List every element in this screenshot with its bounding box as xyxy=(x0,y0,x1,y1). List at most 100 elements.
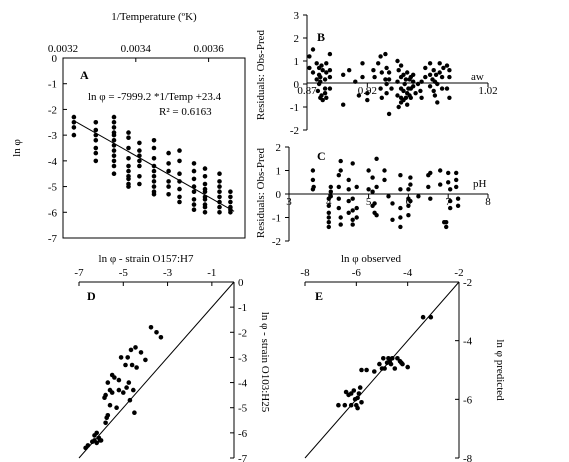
data-point xyxy=(419,95,424,101)
data-point xyxy=(390,201,395,206)
data-point xyxy=(454,177,459,183)
data-point xyxy=(217,194,222,200)
data-point xyxy=(338,215,343,220)
data-point xyxy=(454,184,459,190)
data-point xyxy=(137,153,142,158)
data-point xyxy=(402,81,407,87)
data-point xyxy=(126,156,131,161)
data-point xyxy=(151,192,157,197)
data-point xyxy=(428,196,433,201)
data-point xyxy=(448,187,453,192)
data-point xyxy=(381,356,386,361)
data-point xyxy=(93,138,99,143)
data-point xyxy=(177,179,182,184)
data-point xyxy=(336,173,341,178)
x-tick-label: 0.0036 xyxy=(193,43,224,55)
data-point xyxy=(217,210,222,215)
y-tick-label: 1 xyxy=(276,166,282,178)
panel-e-xlabel: ln φ observed xyxy=(341,253,402,265)
data-point xyxy=(348,402,354,408)
data-point xyxy=(370,175,375,180)
data-point xyxy=(384,91,389,96)
data-point xyxy=(428,314,434,320)
x-tick-label: 0.0032 xyxy=(48,43,78,55)
data-point xyxy=(416,194,421,199)
data-point xyxy=(350,208,355,213)
data-point xyxy=(357,385,363,390)
panel-b-ticks: 3 2 1 0 -1 -2 0.87 0.92 1.02 xyxy=(290,10,498,137)
data-point xyxy=(413,91,418,96)
x-tick-label: 3 xyxy=(286,196,292,208)
data-point xyxy=(342,402,348,408)
data-point xyxy=(374,184,379,190)
y-tick-label: -6 xyxy=(463,394,473,406)
data-point xyxy=(93,150,99,156)
data-point xyxy=(420,314,426,320)
data-point xyxy=(382,366,387,371)
x-tick-label: -2 xyxy=(454,267,463,279)
data-point xyxy=(392,366,398,371)
data-point xyxy=(105,380,111,385)
data-point xyxy=(93,132,99,138)
data-point xyxy=(353,79,358,84)
data-point xyxy=(314,61,319,66)
data-point xyxy=(338,158,343,164)
data-point xyxy=(395,58,400,64)
data-point xyxy=(177,158,182,164)
data-point xyxy=(129,362,135,368)
data-point xyxy=(324,70,329,75)
data-point xyxy=(111,125,117,130)
panel-b-letter: B xyxy=(317,30,325,44)
panel-c: C pH Residuals: Obs-Pred 210-1-2345678 xyxy=(255,142,491,248)
data-point xyxy=(166,161,171,166)
data-point xyxy=(322,77,328,82)
data-point xyxy=(151,179,157,184)
data-point xyxy=(338,222,343,227)
data-point xyxy=(378,54,383,59)
panel-c-ticks: 210-1-2345678 xyxy=(272,142,491,248)
data-point xyxy=(454,170,459,176)
data-point xyxy=(403,77,409,82)
data-point xyxy=(448,205,453,211)
y-tick-label: -3 xyxy=(238,352,248,364)
data-point xyxy=(406,187,411,192)
panel-d-letter: D xyxy=(87,289,96,303)
data-point xyxy=(314,77,319,82)
data-point xyxy=(94,430,99,436)
data-point xyxy=(217,184,222,189)
data-point xyxy=(350,222,355,227)
panel-d-identity-line xyxy=(78,281,235,459)
data-point xyxy=(151,145,157,151)
data-point xyxy=(228,210,233,215)
data-point xyxy=(71,125,77,130)
data-point xyxy=(103,392,108,398)
panel-e-points xyxy=(336,314,434,411)
y-tick-label: -7 xyxy=(238,453,248,462)
data-point xyxy=(398,173,403,178)
data-point xyxy=(327,51,333,57)
data-point xyxy=(356,93,362,98)
data-point xyxy=(111,132,117,138)
y-tick-label: 0 xyxy=(294,79,300,91)
data-point xyxy=(388,361,394,367)
data-point xyxy=(166,168,171,174)
data-point xyxy=(439,86,445,91)
data-point xyxy=(408,198,413,204)
data-point xyxy=(126,135,131,140)
data-point xyxy=(126,168,131,174)
y-tick-label: -5 xyxy=(48,182,58,194)
data-point xyxy=(217,179,222,184)
data-point xyxy=(326,203,331,208)
data-point xyxy=(177,194,182,200)
data-point xyxy=(403,95,409,101)
data-point xyxy=(124,385,129,390)
x-tick-label: 8 xyxy=(485,196,491,208)
data-point xyxy=(346,177,351,183)
data-point xyxy=(121,390,126,395)
data-point xyxy=(398,205,403,211)
y-tick-label: -4 xyxy=(463,336,473,348)
data-point xyxy=(111,138,117,143)
panel-e-ylabel: ln φ predicted xyxy=(494,339,506,401)
data-point xyxy=(423,74,428,80)
data-point xyxy=(202,181,208,187)
